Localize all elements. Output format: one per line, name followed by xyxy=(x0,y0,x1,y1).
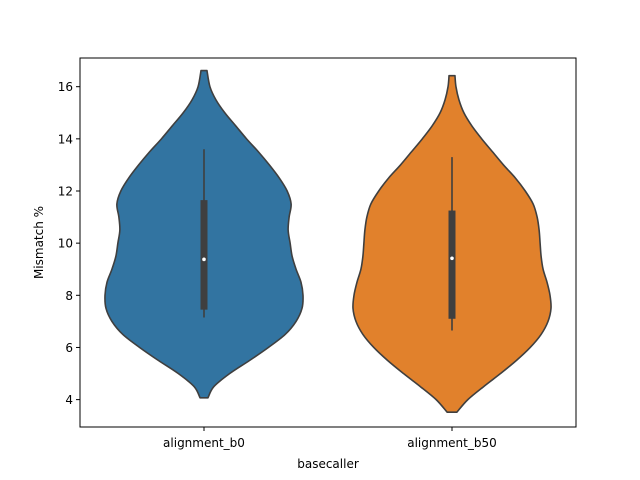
y-tick-label: 14 xyxy=(58,132,73,146)
y-tick-label: 4 xyxy=(65,393,73,407)
y-tick-label: 8 xyxy=(65,289,73,303)
plot-frame xyxy=(79,57,577,428)
violin-iqr-box-alignment_b50 xyxy=(448,210,456,319)
y-tick-label: 12 xyxy=(58,184,73,198)
y-axis-label: Mismatch % xyxy=(32,206,46,279)
x-axis: alignment_b0 alignment_b50 xyxy=(163,427,497,450)
violin-median-alignment_b50 xyxy=(450,256,454,261)
violins xyxy=(104,69,552,413)
violin-median-alignment_b0 xyxy=(202,257,206,262)
y-tick-label: 10 xyxy=(58,237,73,251)
x-tick-label: alignment_b50 xyxy=(407,436,497,450)
y-tick-label: 16 xyxy=(58,80,73,94)
x-tick-label: alignment_b0 xyxy=(163,436,245,450)
violin-iqr-box-alignment_b0 xyxy=(200,200,208,310)
x-axis-label: basecaller xyxy=(297,457,359,471)
y-tick-label: 6 xyxy=(65,341,73,355)
y-axis: 4 6 8 10 12 14 16 xyxy=(58,80,80,407)
